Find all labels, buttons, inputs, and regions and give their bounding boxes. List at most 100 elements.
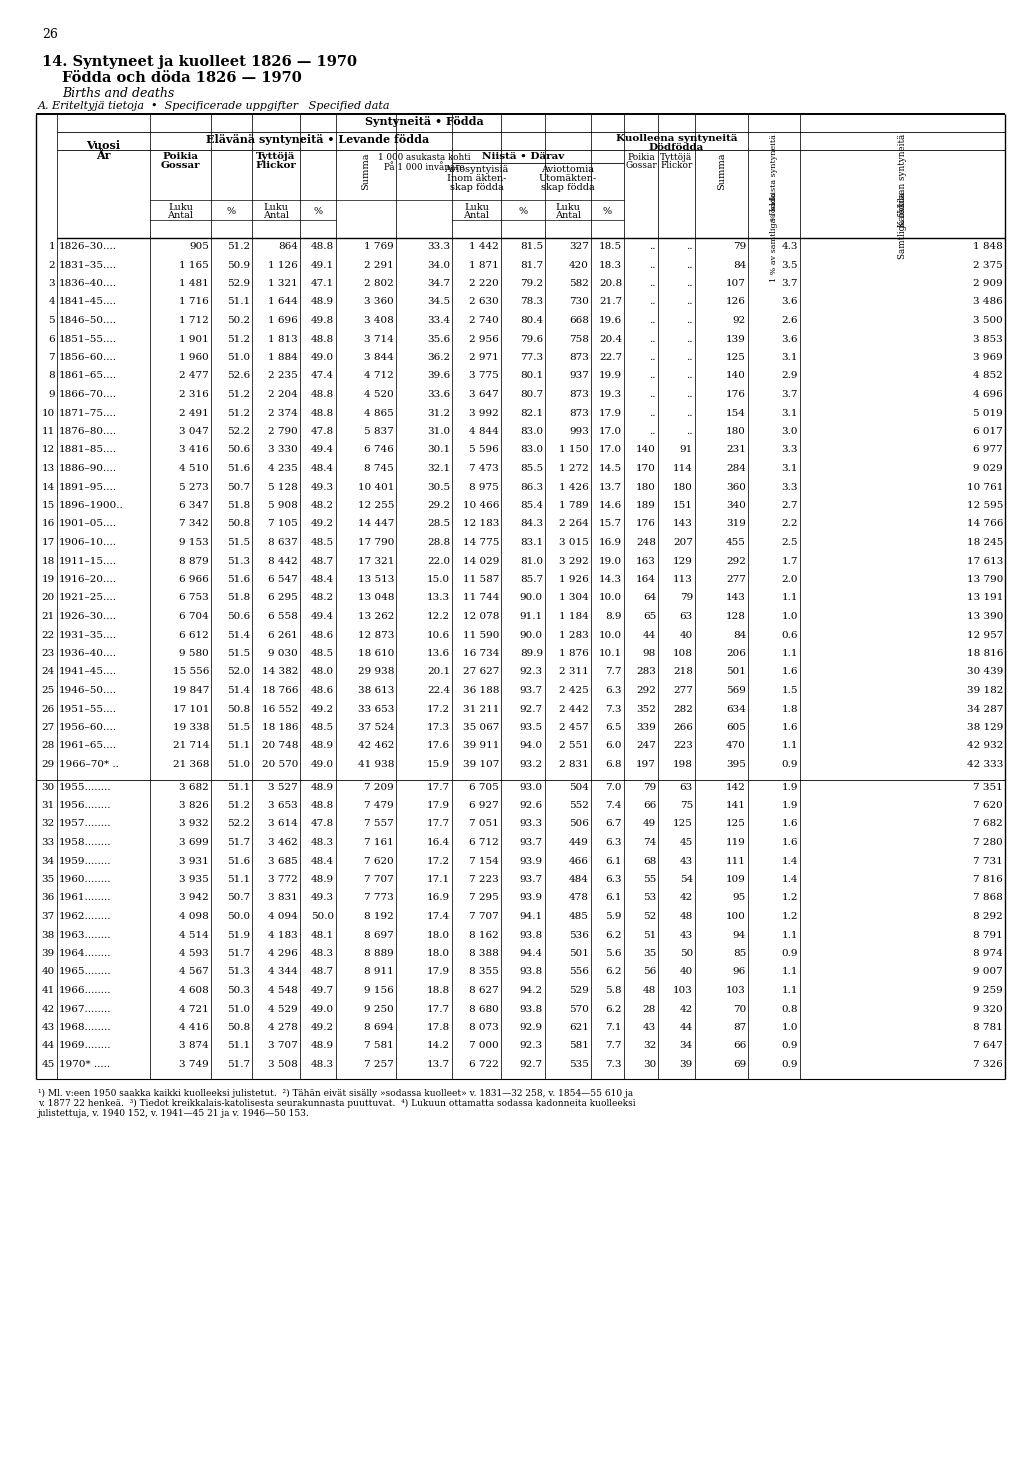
- Text: 65: 65: [643, 613, 656, 621]
- Text: 19.9: 19.9: [599, 372, 622, 381]
- Text: 81.5: 81.5: [520, 242, 543, 251]
- Text: 19.6: 19.6: [599, 316, 622, 325]
- Text: 29: 29: [42, 760, 55, 769]
- Text: 5.6: 5.6: [605, 949, 622, 958]
- Text: 81.0: 81.0: [520, 556, 543, 565]
- Text: 8 781: 8 781: [973, 1023, 1002, 1032]
- Text: 16 734: 16 734: [463, 649, 499, 658]
- Text: 1 272: 1 272: [559, 463, 589, 472]
- Text: 12: 12: [42, 446, 55, 455]
- Text: 1: 1: [48, 242, 55, 251]
- Text: 18 245: 18 245: [967, 537, 1002, 548]
- Text: 92.7: 92.7: [520, 704, 543, 713]
- Text: 17.2: 17.2: [427, 704, 450, 713]
- Text: 14. Syntyneet ja kuolleet 1826 — 1970: 14. Syntyneet ja kuolleet 1826 — 1970: [42, 55, 357, 69]
- Text: ..: ..: [686, 409, 693, 418]
- Text: 1.6: 1.6: [781, 723, 798, 732]
- Text: 277: 277: [726, 576, 746, 584]
- Text: 1931–35....: 1931–35....: [59, 630, 117, 639]
- Text: 125: 125: [726, 819, 746, 828]
- Text: 50: 50: [680, 949, 693, 958]
- Text: Vuosi: Vuosi: [86, 140, 121, 151]
- Text: 10.0: 10.0: [599, 630, 622, 639]
- Text: 4 278: 4 278: [268, 1023, 298, 1032]
- Text: 151: 151: [673, 500, 693, 511]
- Text: 3 360: 3 360: [365, 298, 394, 307]
- Text: 51.2: 51.2: [227, 242, 250, 251]
- Text: 2 442: 2 442: [559, 704, 589, 713]
- Text: 2 740: 2 740: [469, 316, 499, 325]
- Text: 51.0: 51.0: [227, 1005, 250, 1014]
- Text: 284: 284: [726, 463, 746, 472]
- Text: 1.8: 1.8: [781, 704, 798, 713]
- Text: 4 183: 4 183: [268, 930, 298, 940]
- Text: 7.3: 7.3: [605, 1060, 622, 1069]
- Text: På 1 000 invånare: På 1 000 invånare: [384, 162, 464, 173]
- Text: 7 105: 7 105: [268, 520, 298, 528]
- Text: 4 510: 4 510: [179, 463, 209, 472]
- Text: 6 746: 6 746: [365, 446, 394, 455]
- Text: Poikia: Poikia: [163, 152, 199, 161]
- Text: 231: 231: [726, 446, 746, 455]
- Text: 3.1: 3.1: [781, 463, 798, 472]
- Text: 48.3: 48.3: [311, 838, 334, 847]
- Text: 18 766: 18 766: [261, 686, 298, 695]
- Text: 0.9: 0.9: [781, 1060, 798, 1069]
- Text: 8 355: 8 355: [469, 967, 499, 977]
- Text: 3 992: 3 992: [469, 409, 499, 418]
- Text: 50.7: 50.7: [227, 483, 250, 492]
- Text: 92: 92: [733, 316, 746, 325]
- Text: 1.4: 1.4: [781, 856, 798, 865]
- Text: 51.5: 51.5: [227, 723, 250, 732]
- Text: 5.8: 5.8: [605, 986, 622, 995]
- Text: 6.1: 6.1: [605, 893, 622, 902]
- Text: 8: 8: [48, 372, 55, 381]
- Text: ¹) Ml. v:een 1950 saakka kaikki kuolleeksi julistetut.  ²) Tähän eivät sisälly »: ¹) Ml. v:een 1950 saakka kaikki kuolleek…: [38, 1088, 633, 1098]
- Text: 873: 873: [569, 409, 589, 418]
- Text: 143: 143: [726, 593, 746, 602]
- Text: 2 971: 2 971: [469, 353, 499, 362]
- Text: 7 620: 7 620: [973, 801, 1002, 810]
- Text: A. Eriteltyjä tietoja  •  Specificerade uppgifter   Specified data: A. Eriteltyjä tietoja • Specificerade up…: [38, 100, 390, 111]
- Text: 34.0: 34.0: [427, 260, 450, 270]
- Text: 2 956: 2 956: [469, 335, 499, 344]
- Text: 7 707: 7 707: [365, 875, 394, 884]
- Text: 1 000 asukasta kohti: 1 000 asukasta kohti: [378, 154, 470, 162]
- Text: 7 209: 7 209: [365, 782, 394, 791]
- Text: 80.7: 80.7: [520, 390, 543, 399]
- Text: 107: 107: [726, 279, 746, 288]
- Text: 9 007: 9 007: [973, 967, 1002, 977]
- Text: 6.7: 6.7: [605, 819, 622, 828]
- Text: 7.0: 7.0: [605, 782, 622, 791]
- Text: 7 557: 7 557: [365, 819, 394, 828]
- Text: 1941–45....: 1941–45....: [59, 667, 117, 676]
- Text: 109: 109: [726, 875, 746, 884]
- Text: 4 520: 4 520: [365, 390, 394, 399]
- Text: 1 321: 1 321: [268, 279, 298, 288]
- Text: 6: 6: [48, 335, 55, 344]
- Text: 38 613: 38 613: [357, 686, 394, 695]
- Text: ..: ..: [686, 390, 693, 399]
- Text: 51.3: 51.3: [227, 556, 250, 565]
- Text: 77.3: 77.3: [520, 353, 543, 362]
- Text: ..: ..: [649, 316, 656, 325]
- Text: 38 129: 38 129: [967, 723, 1002, 732]
- Text: 12 873: 12 873: [357, 630, 394, 639]
- Text: 17 101: 17 101: [173, 704, 209, 713]
- Text: 2 491: 2 491: [179, 409, 209, 418]
- Text: 129: 129: [673, 556, 693, 565]
- Text: 873: 873: [569, 390, 589, 399]
- Text: 49: 49: [643, 819, 656, 828]
- Text: Aviosyntyisiä: Aviosyntyisiä: [444, 165, 509, 174]
- Text: 43: 43: [680, 856, 693, 865]
- Text: 17.7: 17.7: [427, 782, 450, 791]
- Text: 1 481: 1 481: [179, 279, 209, 288]
- Text: 2 457: 2 457: [559, 723, 589, 732]
- Text: 141: 141: [726, 801, 746, 810]
- Text: 248: 248: [636, 537, 656, 548]
- Text: 51.3: 51.3: [227, 967, 250, 977]
- Text: 1.2: 1.2: [781, 893, 798, 902]
- Text: 89.9: 89.9: [520, 649, 543, 658]
- Text: 13 390: 13 390: [967, 613, 1002, 621]
- Text: 51.7: 51.7: [227, 1060, 250, 1069]
